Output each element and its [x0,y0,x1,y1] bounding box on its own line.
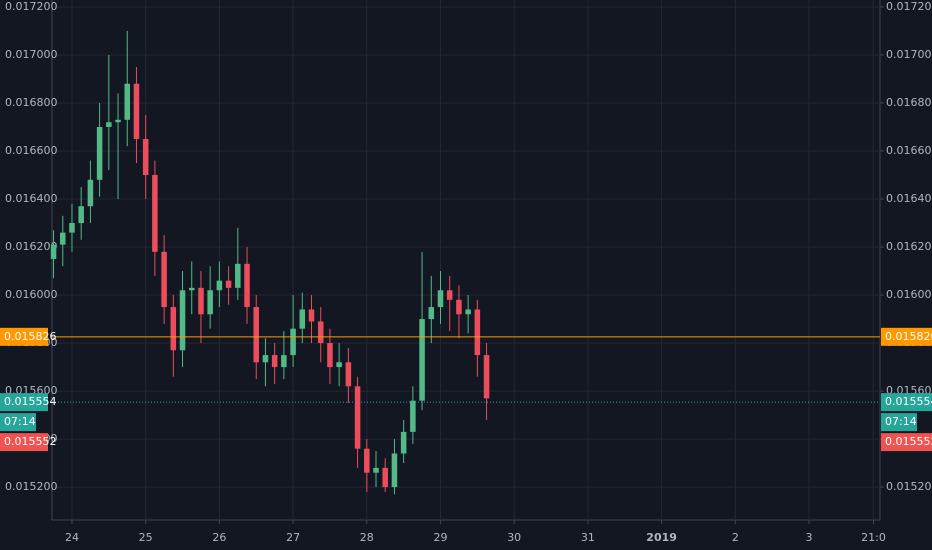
x-tick-label: 27 [286,531,300,544]
candle-body [364,448,370,473]
candle-body [188,287,195,291]
candle-body [391,453,398,488]
candle-body [59,232,66,245]
y-tick-label: 0.016200 [5,240,58,253]
countdown-tag [0,413,36,432]
y-tick-label: 0.016800 [886,96,932,109]
price-tag-label: 0.015552 [4,435,57,448]
x-tick-label: 25 [139,531,153,544]
candle-body [235,263,241,288]
countdown-label: 07:14 [4,415,36,428]
x-tick-label: 29 [433,531,447,544]
candle-body [483,355,490,399]
candle-body [50,244,57,260]
y-tick-label: 0.016000 [886,288,932,301]
price-tag [0,393,48,412]
price-tag [0,433,48,452]
candle-body [317,321,324,344]
y-tick-label: 0.016000 [5,288,58,301]
candle-body [244,263,250,308]
x-tick-label: 26 [212,531,226,544]
x-tick-label: 21:0 [861,531,886,544]
y-tick-label: 0.017200 [5,0,58,13]
candle-body [142,139,149,176]
price-tag-label: 0.015552 [885,435,932,448]
y-tick-label: 0.017200 [886,0,932,13]
candle-body [271,355,278,368]
candle-body [262,355,269,363]
candle-body [198,287,204,315]
x-tick-label: 31 [581,531,595,544]
y-tick-label: 0.017000 [5,48,58,61]
candle-body [152,175,158,252]
price-tag [881,327,932,346]
x-tick-label: 2 [732,531,739,544]
candle-body [382,467,388,488]
countdown-label: 07:14 [885,415,917,428]
candle-body [207,290,213,315]
y-tick-label: 0.016600 [886,144,932,157]
candle-body [308,309,315,322]
candle-body [96,126,103,180]
candle-body [437,290,444,308]
y-tick-label: 0.017000 [886,48,932,61]
y-tick-label: 0.015200 [5,480,58,493]
price-tag [0,327,48,346]
candle-body [290,328,296,356]
candle-body [170,307,177,351]
x-tick-label: 24 [65,531,79,544]
candle-body [124,83,131,120]
candle-body [161,251,167,308]
candle-body [428,307,435,320]
candle-body [179,290,186,351]
candle-body [106,122,112,127]
y-tick-label: 0.015200 [886,480,932,493]
x-tick-label: 2019 [646,531,677,544]
price-tag [881,393,932,412]
price-tag-label: 0.015554 [4,395,57,408]
candle-body [345,362,352,387]
y-tick-label: 0.016400 [886,192,932,205]
candle-body [419,319,425,401]
candle-body [216,280,223,291]
y-tick-label: 0.016400 [5,192,58,205]
candle-body [281,355,287,368]
candle-body [456,299,462,315]
price-tag-label: 0.015826 [885,330,932,343]
candle-body [253,307,259,363]
candle-body [474,309,481,356]
x-tick-label: 3 [806,531,813,544]
candle-body [354,386,361,449]
candle-body [373,467,379,473]
x-tick-label: 28 [360,531,374,544]
candle-body [115,119,121,123]
price-tag-label: 0.015554 [885,395,932,408]
y-tick-label: 0.016800 [5,96,58,109]
candle-body [133,83,140,140]
candle-body [78,206,84,224]
price-tag-label: 0.015826 [4,330,57,343]
candle-body [87,179,94,207]
candle-body [336,362,342,368]
candle-body [69,223,75,233]
y-tick-label: 0.016600 [5,144,58,157]
candle-body [225,280,232,288]
price-tag [881,433,932,452]
candle-body [299,309,306,329]
candle-body [465,309,471,315]
candle-body [446,290,453,300]
y-tick-label: 0.016200 [886,240,932,253]
countdown-tag [881,413,917,432]
candle-body [410,400,416,432]
x-tick-label: 30 [507,531,521,544]
candle-body [400,431,407,454]
candle-body [327,343,333,368]
